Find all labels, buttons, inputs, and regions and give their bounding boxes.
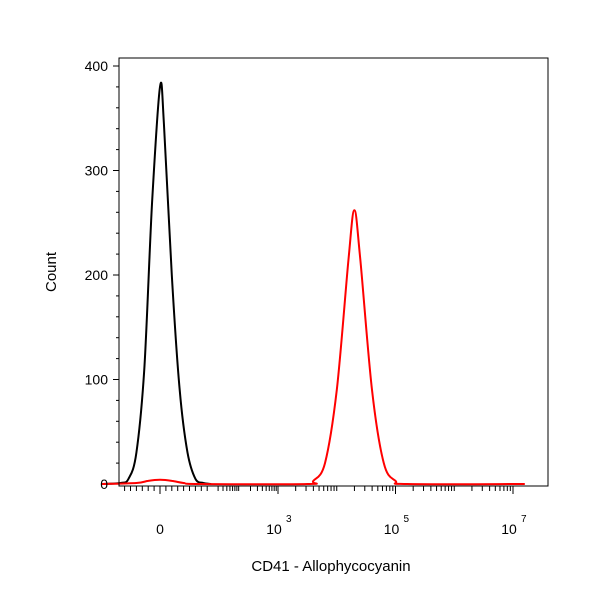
plot-frame	[118, 57, 549, 487]
series-line-2	[100, 209, 525, 486]
plot-lines	[100, 81, 525, 486]
tick-labels: 0 100 200 300 400 0 10 3 10 5 10 7	[85, 58, 527, 537]
x-tick-label: 10	[384, 521, 400, 537]
y-axis-title: Count	[43, 251, 60, 292]
x-tick-exponent: 5	[404, 514, 410, 525]
major-ticks	[113, 65, 514, 494]
x-tick-exponent: 7	[521, 514, 527, 525]
x-tick-exponent: 3	[286, 514, 292, 525]
y-tick-label: 300	[85, 163, 109, 179]
minor-ticks	[116, 86, 511, 491]
y-tick-label: 200	[85, 267, 109, 283]
y-tick-label: 100	[85, 372, 109, 388]
x-tick-label: 10	[501, 521, 517, 537]
x-tick-label: 0	[156, 521, 164, 537]
y-tick-label: 0	[100, 476, 108, 492]
x-axis-title: CD41 - Allophycocyanin	[251, 558, 410, 575]
x-tick-label: 10	[266, 521, 282, 537]
y-tick-label: 400	[85, 58, 109, 74]
series-line-1	[100, 81, 212, 485]
